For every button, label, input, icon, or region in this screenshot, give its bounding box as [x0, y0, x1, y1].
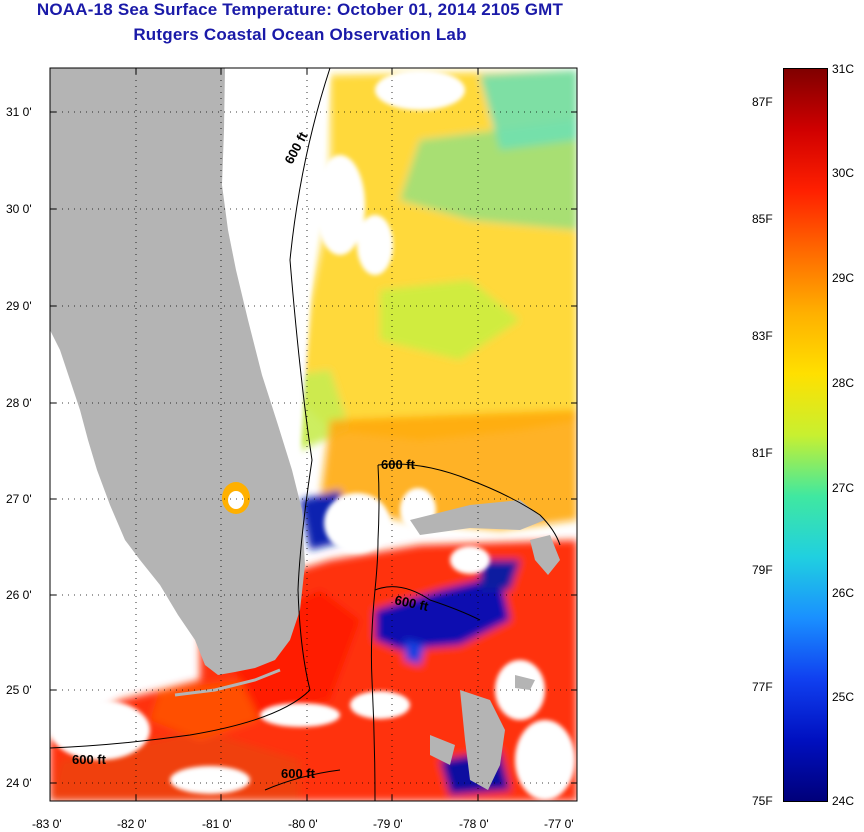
lat-label-24: 24 0'	[6, 776, 32, 790]
contour-label-bahamas-bank: 600 ft	[381, 457, 416, 472]
map-frame	[49, 67, 578, 802]
contour-label-south: 600 ft	[281, 766, 316, 781]
contour-label-tongue: 600 ft	[393, 592, 430, 614]
florida-landmass	[50, 68, 305, 675]
colorbar	[783, 68, 828, 802]
lat-label-25: 25 0'	[6, 683, 32, 697]
lon-label-79: -79 0'	[373, 817, 403, 831]
colorbar-f-79: 79F	[752, 563, 773, 577]
colorbar-c-26: 26C	[832, 586, 855, 600]
axis-ticks	[50, 68, 577, 801]
colorbar-f-85: 85F	[752, 212, 773, 226]
isobath-600ft	[50, 68, 561, 801]
colorbar-f-87: 87F	[752, 95, 773, 109]
lon-label-78: -78 0'	[459, 817, 489, 831]
colorbar-c-29: 29C	[832, 271, 855, 285]
colorbar-f-83: 83F	[752, 329, 773, 343]
lat-label-27: 27 0'	[6, 492, 32, 506]
colorbar-c-28: 28C	[832, 376, 855, 390]
colorbar-gradient	[783, 68, 828, 802]
colorbar-f-77: 77F	[752, 680, 773, 694]
colorbar-c-30: 30C	[832, 166, 855, 180]
bahamas-islands	[410, 500, 560, 790]
lat-label-29: 29 0'	[6, 299, 32, 313]
colorbar-f-81: 81F	[752, 446, 773, 460]
colorbar-c-27: 27C	[832, 481, 855, 495]
colorbar-c-25: 25C	[832, 690, 855, 704]
lon-label-81: -81 0'	[202, 817, 232, 831]
lat-label-26: 26 0'	[6, 588, 32, 602]
florida-keys	[174, 668, 281, 697]
contour-label-southwest: 600 ft	[72, 752, 107, 767]
lat-label-28: 28 0'	[6, 396, 32, 410]
graticule	[50, 68, 577, 801]
lat-label-31: 31 0'	[6, 105, 32, 119]
lon-label-83: -83 0'	[32, 817, 62, 831]
colorbar-c-24: 24C	[832, 794, 855, 808]
colorbar-c-31: 31C	[832, 62, 855, 76]
colorbar-f-75: 75F	[752, 794, 773, 808]
map-subtitle: Rutgers Coastal Ocean Observation Lab	[133, 25, 467, 44]
lon-label-80: -80 0'	[288, 817, 318, 831]
lon-label-82: -82 0'	[117, 817, 147, 831]
lon-label-77: -77 0'	[544, 817, 574, 831]
map-title: NOAA-18 Sea Surface Temperature: October…	[36, 0, 564, 19]
lat-label-30: 30 0'	[6, 202, 32, 216]
